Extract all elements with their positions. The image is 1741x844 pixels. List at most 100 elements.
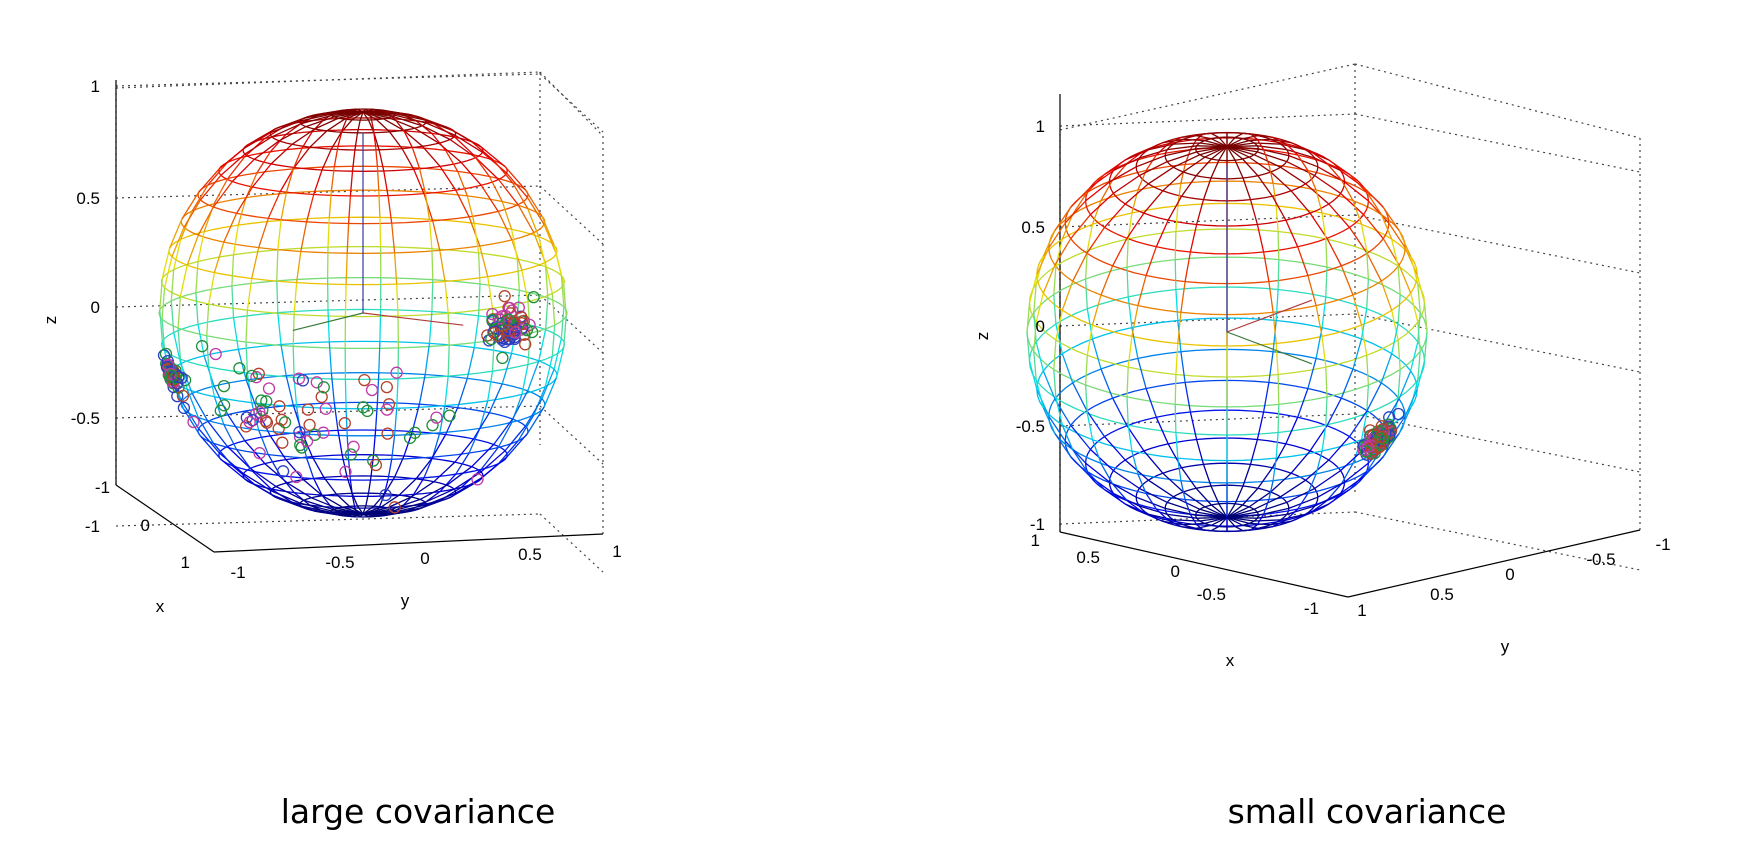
- x-tick-label: 0.5: [1076, 548, 1100, 567]
- longitude-segment: [516, 259, 520, 291]
- longitude-segment: [428, 219, 433, 249]
- scatter-point: [260, 395, 273, 408]
- longitude-segment: [506, 172, 528, 198]
- x-tick-label: -1: [95, 478, 110, 497]
- grid-line: [115, 185, 541, 199]
- longitude-segment: [543, 224, 557, 255]
- longitude-segment: [300, 502, 332, 512]
- longitude-segment: [328, 190, 333, 218]
- longitude-segment: [1126, 396, 1129, 426]
- longitude-segment: [480, 450, 506, 473]
- longitude-segment: [1417, 283, 1421, 313]
- longitude-segment: [468, 216, 481, 247]
- longitude-segment: [1226, 146, 1236, 161]
- longitude-segment: [1174, 259, 1177, 290]
- longitude-segment: [1124, 149, 1149, 161]
- longitude-segment: [1249, 439, 1259, 465]
- longitude-segment: [1143, 450, 1164, 474]
- scatter-point: [390, 366, 403, 379]
- longitude-segment: [1256, 139, 1265, 151]
- longitude-segment: [372, 430, 377, 455]
- longitude-segment: [419, 116, 448, 128]
- longitude-segment: [330, 373, 335, 403]
- longitude-segment: [1326, 483, 1342, 502]
- grid-line: [539, 294, 604, 354]
- grid-line: [539, 513, 604, 573]
- longitude-segment: [1173, 519, 1200, 522]
- longitude-segment: [293, 146, 311, 168]
- longitude-segment: [1234, 159, 1244, 179]
- x-axis-line: [115, 484, 215, 553]
- longitude-segment: [1256, 224, 1265, 253]
- longitude-segment: [1397, 265, 1401, 295]
- longitude-segment: [1307, 170, 1317, 191]
- longitude-segment: [1226, 137, 1236, 148]
- longitude-segment: [1286, 505, 1315, 516]
- longitude-segment: [1061, 214, 1074, 240]
- longitude-segment: [1211, 516, 1228, 526]
- longitude-segment: [1268, 164, 1274, 184]
- scatter-point: [293, 426, 306, 439]
- longitude-segment: [1189, 513, 1198, 525]
- longitude-segment: [161, 319, 166, 351]
- y-tick-label: -0.5: [325, 553, 354, 572]
- longitude-segment: [1326, 162, 1342, 181]
- longitude-segment: [1256, 411, 1265, 440]
- longitude-segment: [269, 134, 287, 153]
- longitude-segment: [264, 463, 288, 484]
- y-tick-label: 0.5: [518, 545, 542, 564]
- longitude-segment: [432, 432, 441, 458]
- longitude-segment: [208, 272, 216, 305]
- z-tick-label: -1: [85, 517, 100, 536]
- longitude-segment: [1242, 158, 1259, 177]
- longitude-segment: [1033, 322, 1037, 352]
- longitude-segment: [1033, 283, 1037, 313]
- longitude-segment: [1242, 529, 1251, 532]
- longitude-segment: [527, 208, 540, 237]
- longitude-segment: [398, 112, 417, 122]
- scatter-point: [430, 411, 443, 424]
- longitude-segment: [387, 459, 393, 480]
- scatter-point: [496, 351, 509, 365]
- longitude-segment: [1257, 134, 1273, 138]
- longitude-segment: [1272, 136, 1287, 145]
- grid-line: [1059, 113, 1356, 127]
- longitude-segment: [346, 476, 353, 494]
- longitude-segment: [563, 316, 567, 348]
- longitude-segment: [1226, 516, 1243, 526]
- longitude-segment: [351, 111, 364, 121]
- scatter-point: [1375, 431, 1389, 445]
- longitude-segment: [1180, 351, 1186, 383]
- longitude-segment: [447, 345, 450, 377]
- longitude-segment: [1180, 164, 1186, 184]
- scatter-point: [357, 401, 370, 414]
- longitude-segment: [1167, 501, 1198, 513]
- longitude-segment: [206, 335, 210, 367]
- longitude-segment: [327, 309, 330, 342]
- longitude-segment: [1275, 289, 1279, 321]
- longitude-segment: [415, 458, 433, 480]
- longitude-segment: [488, 176, 503, 202]
- longitude-segment: [249, 467, 277, 488]
- scatter-point: [1392, 407, 1405, 421]
- longitude-segment: [1195, 524, 1212, 530]
- longitude-segment: [1249, 522, 1271, 526]
- longitude-segment: [378, 149, 385, 172]
- x-tick-label: 0: [141, 516, 150, 535]
- longitude-segment: [356, 505, 364, 515]
- longitude-segment: [295, 251, 302, 283]
- longitude-segment: [1204, 146, 1228, 158]
- longitude-segment: [541, 368, 555, 399]
- grid-line: [1354, 113, 1641, 173]
- longitude-segment: [472, 412, 490, 440]
- longitude-segment: [1280, 513, 1306, 521]
- longitude-segment: [1203, 132, 1212, 135]
- longitude-segment: [223, 424, 238, 450]
- longitude-segment: [424, 192, 431, 220]
- longitude-segment: [359, 111, 364, 121]
- longitude-segment: [173, 332, 182, 364]
- longitude-segment: [413, 477, 425, 495]
- longitude-segment: [1348, 410, 1368, 437]
- longitude-segment: [1184, 149, 1192, 165]
- longitude-segment: [538, 236, 547, 267]
